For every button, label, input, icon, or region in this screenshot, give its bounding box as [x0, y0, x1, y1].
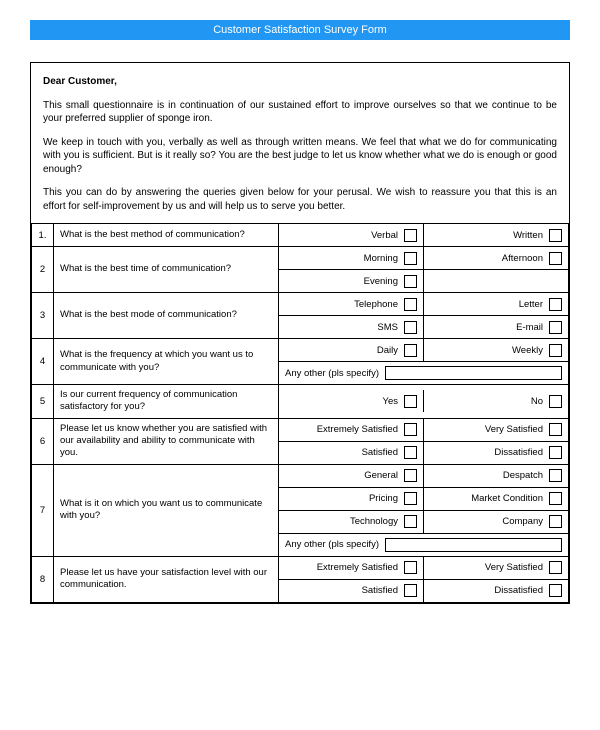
q7-opt-company: Company: [502, 516, 543, 527]
q3-opt-sms: SMS: [377, 322, 398, 333]
q6-chk-dissat[interactable]: [549, 446, 562, 459]
q4-chk-weekly[interactable]: [549, 344, 562, 357]
q7-opt-general: General: [364, 470, 398, 481]
q8-chk-dissat[interactable]: [549, 584, 562, 597]
q7-chk-technology[interactable]: [404, 515, 417, 528]
q6-opt-ext-sat: Extremely Satisfied: [317, 424, 398, 435]
q1-chk-verbal[interactable]: [404, 229, 417, 242]
q4-num: 4: [32, 339, 54, 385]
q4-chk-daily[interactable]: [404, 344, 417, 357]
q3-chk-letter[interactable]: [549, 298, 562, 311]
q7-chk-despatch[interactable]: [549, 469, 562, 482]
form-title: Customer Satisfaction Survey Form: [30, 20, 570, 40]
q7-num: 7: [32, 464, 54, 556]
q6-opt-sat: Satisfied: [362, 447, 398, 458]
q6-chk-ext-sat[interactable]: [404, 423, 417, 436]
question-row-4: 4 What is the frequency at which you wan…: [32, 339, 569, 385]
q3-opt-email: E-mail: [516, 322, 543, 333]
q8-opt-very-sat: Very Satisfied: [485, 562, 543, 573]
q5-num: 5: [32, 385, 54, 419]
q5-opt-yes: Yes: [383, 396, 399, 407]
q8-opt-sat: Satisfied: [362, 585, 398, 596]
q7-opt-pricing: Pricing: [369, 493, 398, 504]
intro-p1: This small questionnaire is in continuat…: [43, 99, 557, 126]
q7-chk-company[interactable]: [549, 515, 562, 528]
q5-text: Is our current frequency of communicatio…: [54, 385, 279, 419]
q7-specify-input[interactable]: [385, 538, 562, 552]
q7-chk-market[interactable]: [549, 492, 562, 505]
q7-specify-label: Any other (pls specify): [285, 539, 379, 550]
q8-chk-sat[interactable]: [404, 584, 417, 597]
q2-opt-evening: Evening: [364, 276, 398, 287]
q6-chk-very-sat[interactable]: [549, 423, 562, 436]
q7-text: What is it on which you want us to commu…: [54, 464, 279, 556]
question-row-5: 5 Is our current frequency of communicat…: [32, 385, 569, 419]
intro-text: Dear Customer, This small questionnaire …: [43, 75, 557, 213]
intro-p3: This you can do by answering the queries…: [43, 186, 557, 213]
question-row-7: 7 What is it on which you want us to com…: [32, 464, 569, 556]
q7-opt-despatch: Despatch: [503, 470, 543, 481]
q4-opt-daily: Daily: [377, 345, 398, 356]
q2-opt-morning: Morning: [364, 253, 398, 264]
q2-opt-afternoon: Afternoon: [502, 253, 543, 264]
q5-chk-no[interactable]: [549, 395, 562, 408]
question-row-3: 3 What is the best mode of communication…: [32, 293, 569, 339]
q8-opt-dissat: Dissatisfied: [494, 585, 543, 596]
question-row-1: 1. What is the best method of communicat…: [32, 224, 569, 247]
q7-opt-market: Market Condition: [471, 493, 543, 504]
q7-chk-general[interactable]: [404, 469, 417, 482]
questions-table: 1. What is the best method of communicat…: [31, 223, 569, 603]
q6-chk-sat[interactable]: [404, 446, 417, 459]
q6-opt-very-sat: Very Satisfied: [485, 424, 543, 435]
question-row-2: 2 What is the best time of communication…: [32, 247, 569, 293]
q2-chk-evening[interactable]: [404, 275, 417, 288]
form-container: Dear Customer, This small questionnaire …: [30, 62, 570, 604]
q3-chk-sms[interactable]: [404, 321, 417, 334]
q8-chk-very-sat[interactable]: [549, 561, 562, 574]
q3-opt-telephone: Telephone: [354, 299, 398, 310]
q5-opt-no: No: [531, 396, 543, 407]
q8-text: Please let us have your satisfaction lev…: [54, 556, 279, 602]
q3-num: 3: [32, 293, 54, 339]
q2-text: What is the best time of communication?: [54, 247, 279, 293]
question-row-6: 6 Please let us know whether you are sat…: [32, 418, 569, 464]
q8-opt-ext-sat: Extremely Satisfied: [317, 562, 398, 573]
q2-num: 2: [32, 247, 54, 293]
q4-specify-input[interactable]: [385, 366, 562, 380]
q4-specify-label: Any other (pls specify): [285, 368, 379, 379]
q1-opt-verbal: Verbal: [371, 230, 398, 241]
q1-opt-written: Written: [513, 230, 543, 241]
q8-num: 8: [32, 556, 54, 602]
q6-opt-dissat: Dissatisfied: [494, 447, 543, 458]
question-row-8: 8 Please let us have your satisfaction l…: [32, 556, 569, 602]
q2-chk-afternoon[interactable]: [549, 252, 562, 265]
q3-text: What is the best mode of communication?: [54, 293, 279, 339]
q6-num: 6: [32, 418, 54, 464]
q1-chk-written[interactable]: [549, 229, 562, 242]
q1-num: 1.: [32, 224, 54, 247]
q3-chk-email[interactable]: [549, 321, 562, 334]
intro-p2: We keep in touch with you, verbally as w…: [43, 136, 557, 177]
q7-chk-pricing[interactable]: [404, 492, 417, 505]
q6-text: Please let us know whether you are satis…: [54, 418, 279, 464]
q3-opt-letter: Letter: [519, 299, 543, 310]
q5-chk-yes[interactable]: [404, 395, 417, 408]
q1-text: What is the best method of communication…: [54, 224, 279, 247]
q2-chk-morning[interactable]: [404, 252, 417, 265]
q3-chk-telephone[interactable]: [404, 298, 417, 311]
q4-text: What is the frequency at which you want …: [54, 339, 279, 385]
q7-opt-technology: Technology: [350, 516, 398, 527]
q4-opt-weekly: Weekly: [512, 345, 543, 356]
q8-chk-ext-sat[interactable]: [404, 561, 417, 574]
salutation: Dear Customer,: [43, 75, 557, 89]
